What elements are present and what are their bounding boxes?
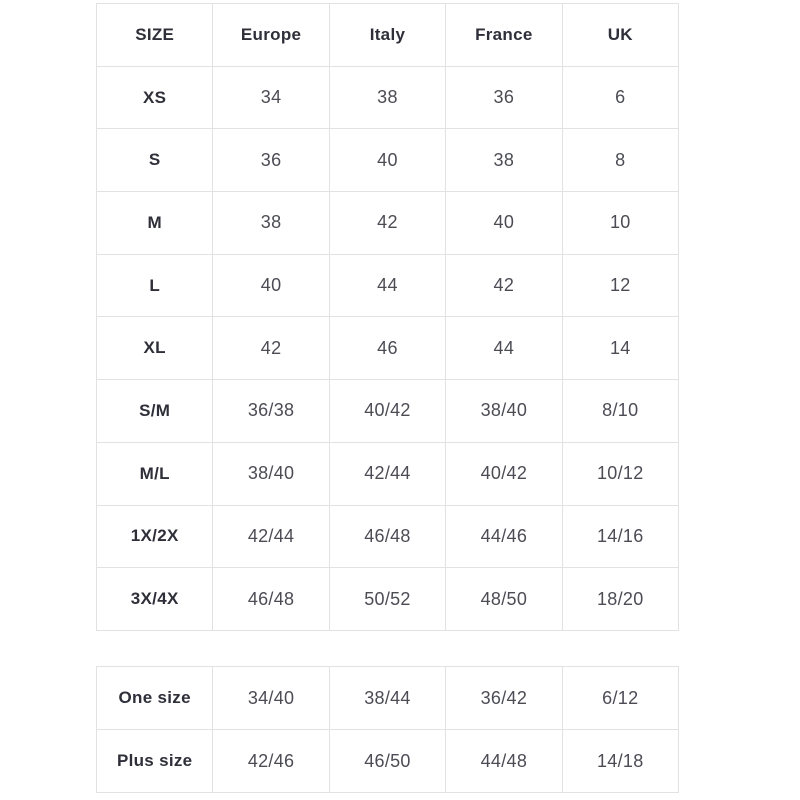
row-label: S/M [95,379,214,443]
table-row-s-m: S/M 36/38 40/42 38/40 8/10 [95,379,680,443]
special-sizes-table: One size 34/40 38/44 36/42 6/12 Plus siz… [95,666,680,793]
cell-europe: 46/48 [212,567,330,631]
cell-uk: 8 [561,128,680,193]
cell-italy: 40/42 [328,379,447,443]
cell-uk: 12 [561,253,680,318]
table-row-1x-2x: 1X/2X 42/44 46/48 44/46 14/16 [95,504,680,569]
table-row-l: L 40 44 42 12 [95,253,680,318]
cell-france: 44/46 [445,504,563,569]
cell-europe: 42/44 [212,504,330,569]
cell-europe: 38/40 [212,441,330,506]
cell-europe: 42/46 [212,729,330,793]
table-row-plus-size: Plus size 42/46 46/50 44/48 14/18 [95,729,680,793]
table-row-3x-4x: 3X/4X 46/48 50/52 48/50 18/20 [95,567,680,631]
cell-italy: 40 [328,128,447,193]
cell-italy: 46/48 [328,504,447,569]
table-row-m: M 38 42 40 10 [95,191,680,255]
cell-france: 38/40 [445,379,563,443]
cell-uk: 14 [561,316,680,381]
row-label: XL [95,316,214,381]
row-label: 3X/4X [95,567,214,631]
cell-europe: 34/40 [212,666,330,730]
table-row-s: S 36 40 38 8 [95,128,680,193]
row-label: S [95,128,214,193]
cell-europe: 34 [212,65,330,130]
cell-italy: 38 [328,65,447,130]
cell-europe: 36/38 [212,379,330,443]
cell-europe: 40 [212,253,330,318]
cell-italy: 46/50 [328,729,447,793]
table-row-m-l: M/L 38/40 42/44 40/42 10/12 [95,441,680,506]
column-header-uk: UK [561,3,680,67]
cell-uk: 14/18 [561,729,680,793]
cell-italy: 50/52 [328,567,447,631]
cell-italy: 42 [328,191,447,255]
cell-uk: 6/12 [561,666,680,730]
cell-uk: 18/20 [561,567,680,631]
cell-france: 42 [445,253,563,318]
column-header-france: France [445,3,563,67]
cell-uk: 6 [561,65,680,130]
cell-uk: 14/16 [561,504,680,569]
row-label: L [95,253,214,318]
cell-france: 44/48 [445,729,563,793]
column-header-europe: Europe [212,3,330,67]
cell-uk: 10/12 [561,441,680,506]
column-header-size: SIZE [95,3,214,67]
table-row-one-size: One size 34/40 38/44 36/42 6/12 [95,666,680,730]
cell-europe: 42 [212,316,330,381]
cell-uk: 10 [561,191,680,255]
column-header-italy: Italy [328,3,447,67]
size-conversion-table: SIZE Europe Italy France UK XS 34 38 36 … [95,3,680,631]
cell-france: 40/42 [445,441,563,506]
cell-italy: 46 [328,316,447,381]
row-label: One size [95,666,214,730]
header-row: SIZE Europe Italy France UK [95,3,680,67]
cell-france: 36 [445,65,563,130]
cell-europe: 38 [212,191,330,255]
row-label: XS [95,65,214,130]
cell-france: 44 [445,316,563,381]
cell-italy: 38/44 [328,666,447,730]
table-row-xs: XS 34 38 36 6 [95,65,680,130]
cell-france: 38 [445,128,563,193]
cell-italy: 44 [328,253,447,318]
row-label: Plus size [95,729,214,793]
cell-italy: 42/44 [328,441,447,506]
row-label: M/L [95,441,214,506]
row-label: M [95,191,214,255]
cell-uk: 8/10 [561,379,680,443]
table-row-xl: XL 42 46 44 14 [95,316,680,381]
cell-france: 40 [445,191,563,255]
cell-france: 48/50 [445,567,563,631]
cell-france: 36/42 [445,666,563,730]
cell-europe: 36 [212,128,330,193]
row-label: 1X/2X [95,504,214,569]
